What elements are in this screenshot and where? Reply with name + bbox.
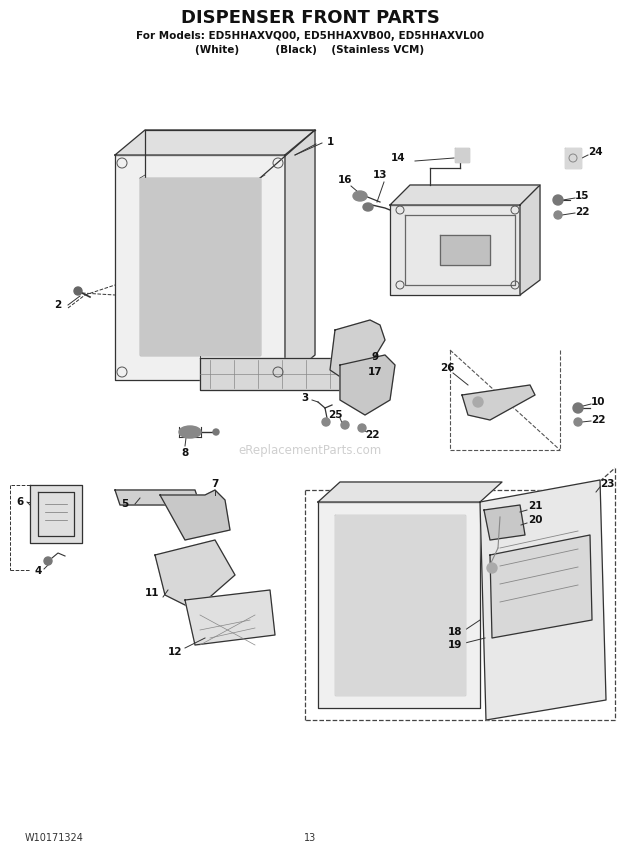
Circle shape: [574, 418, 582, 426]
Polygon shape: [115, 155, 285, 380]
Polygon shape: [160, 490, 230, 540]
Polygon shape: [340, 355, 395, 415]
Text: 2: 2: [55, 300, 61, 310]
Text: 1: 1: [326, 137, 334, 147]
Circle shape: [341, 421, 349, 429]
Polygon shape: [185, 590, 275, 645]
Circle shape: [358, 424, 366, 432]
Polygon shape: [335, 515, 465, 695]
Circle shape: [473, 397, 483, 407]
Polygon shape: [330, 320, 385, 380]
Circle shape: [322, 418, 330, 426]
Text: 21: 21: [528, 501, 542, 511]
Text: 13: 13: [304, 833, 316, 843]
Text: 6: 6: [16, 497, 24, 507]
Text: 8: 8: [182, 448, 188, 458]
Text: DISPENSER FRONT PARTS: DISPENSER FRONT PARTS: [180, 9, 440, 27]
Text: 16: 16: [338, 175, 352, 185]
Polygon shape: [115, 490, 200, 505]
Text: 19: 19: [448, 640, 462, 650]
Text: 22: 22: [575, 207, 589, 217]
Bar: [565, 148, 581, 168]
Text: 26: 26: [440, 363, 454, 373]
Polygon shape: [480, 480, 606, 720]
Text: 13: 13: [373, 170, 388, 180]
Text: 18: 18: [448, 627, 463, 637]
Text: For Models: ED5HHAXVQ00, ED5HHAXVB00, ED5HHAXVL00: For Models: ED5HHAXVQ00, ED5HHAXVB00, ED…: [136, 31, 484, 41]
Polygon shape: [390, 185, 540, 205]
Text: 23: 23: [600, 479, 614, 489]
Circle shape: [74, 287, 82, 295]
Text: 24: 24: [588, 147, 602, 157]
Text: 7: 7: [211, 479, 219, 489]
Text: 15: 15: [575, 191, 589, 201]
Text: 20: 20: [528, 515, 542, 525]
Circle shape: [213, 429, 219, 435]
Polygon shape: [200, 358, 340, 390]
Text: 22: 22: [365, 430, 379, 440]
Circle shape: [553, 195, 563, 205]
Ellipse shape: [363, 203, 373, 211]
Circle shape: [554, 211, 562, 219]
Text: eReplacementParts.com: eReplacementParts.com: [238, 443, 382, 456]
Text: 12: 12: [168, 647, 182, 657]
Polygon shape: [30, 485, 82, 543]
Text: 17: 17: [368, 367, 383, 377]
Text: 10: 10: [591, 397, 605, 407]
Text: (White)          (Black)    (Stainless VCM): (White) (Black) (Stainless VCM): [195, 45, 425, 55]
Text: 3: 3: [301, 393, 309, 403]
Polygon shape: [484, 505, 525, 540]
Text: 9: 9: [371, 352, 379, 362]
Circle shape: [487, 563, 497, 573]
Bar: [455, 148, 469, 162]
Circle shape: [573, 403, 583, 413]
Text: 14: 14: [391, 153, 405, 163]
Polygon shape: [520, 185, 540, 295]
Polygon shape: [440, 235, 490, 265]
Polygon shape: [318, 502, 480, 708]
Polygon shape: [115, 130, 315, 155]
Text: 11: 11: [144, 588, 159, 598]
Polygon shape: [285, 130, 315, 380]
Text: 25: 25: [328, 410, 342, 420]
Ellipse shape: [179, 426, 201, 438]
Ellipse shape: [353, 191, 367, 201]
Text: 5: 5: [122, 499, 128, 509]
Polygon shape: [155, 540, 235, 610]
Circle shape: [44, 557, 52, 565]
Text: 4: 4: [34, 566, 42, 576]
Text: W10171324: W10171324: [25, 833, 84, 843]
Polygon shape: [140, 178, 260, 355]
Polygon shape: [318, 482, 502, 502]
Text: 22: 22: [591, 415, 605, 425]
Polygon shape: [490, 535, 592, 638]
Polygon shape: [390, 205, 520, 295]
Polygon shape: [462, 385, 535, 420]
